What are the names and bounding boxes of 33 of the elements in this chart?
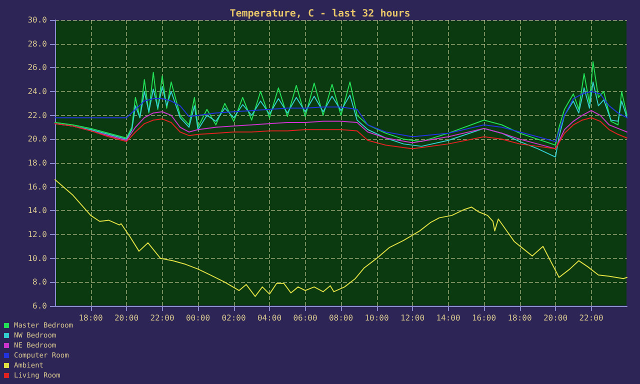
x-tick-label: 06:00: [293, 314, 318, 322]
x-tick-label: 18:00: [78, 314, 103, 322]
y-tick-label: 10.0: [28, 254, 48, 263]
x-tick-label: 08:00: [328, 314, 354, 322]
x-tick-label: 02:00: [222, 314, 246, 322]
x-tick-label: 04:00: [257, 314, 282, 322]
x-tick-label: 22:00: [150, 314, 174, 322]
line-series: [54, 179, 628, 297]
y-tick-label: 22.0: [28, 110, 48, 120]
y-tick-label: 6.0: [32, 302, 48, 310]
y-tick-label: 14.0: [28, 206, 48, 216]
x-tick-label: 20:00: [114, 314, 139, 322]
x-tick-label: 10:00: [364, 314, 389, 322]
y-tick-label: 28.0: [28, 39, 48, 48]
y-tick-label: 16.0: [28, 182, 48, 192]
line-series: [54, 61, 628, 146]
x-tick-label: 18:00: [508, 314, 532, 322]
x-tick-label: 14:00: [436, 314, 460, 322]
line-series: [54, 91, 628, 142]
y-tick-label: 12.0: [28, 230, 48, 239]
x-tick-label: 00:00: [186, 314, 210, 322]
chart-title: Temperature, C - last 32 hours: [230, 8, 410, 20]
y-tick-label: 24.0: [28, 87, 48, 96]
x-tick-label: 16:00: [472, 314, 496, 322]
y-tick-label: 8.0: [32, 278, 48, 287]
x-tick-label: 22:00: [579, 314, 604, 322]
y-tick-label: 30.0: [28, 16, 48, 24]
y-tick-label: 18.0: [28, 158, 48, 168]
line-series: [54, 117, 628, 150]
x-tick-label: 20:00: [543, 314, 568, 322]
y-tick-label: 26.0: [28, 63, 48, 72]
y-tick-label: 20.0: [28, 134, 48, 144]
x-tick-label: 12:00: [400, 314, 425, 322]
